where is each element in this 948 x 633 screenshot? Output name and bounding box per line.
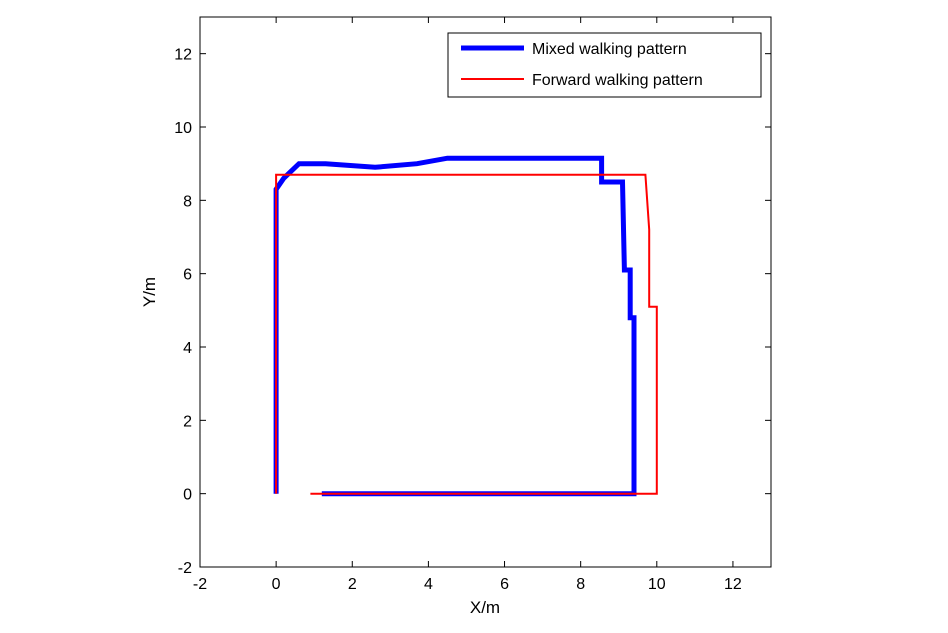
y-axis-label: Y/m	[140, 277, 159, 307]
series-line-mixed	[273, 155, 637, 497]
x-tick-label: 8	[576, 576, 585, 593]
y-tick-label: 2	[183, 413, 192, 430]
y-tick-label: -2	[178, 560, 192, 577]
legend-label-mixed: Mixed walking pattern	[532, 41, 687, 58]
series-line-forward	[275, 173, 658, 495]
legend-label-forward: Forward walking pattern	[532, 72, 703, 89]
x-tick-label: 4	[424, 576, 433, 593]
plot-area	[200, 17, 771, 567]
ticks-layer: -2 0 2 4 6 8 10 12 -2 0 2 4 6 8 10 12	[174, 17, 771, 593]
x-tick-label: 12	[724, 576, 742, 593]
x-tick-label: 0	[272, 576, 281, 593]
y-tick-label: 10	[174, 120, 192, 137]
x-tick-label: 10	[648, 576, 666, 593]
x-tick-label: 2	[348, 576, 357, 593]
y-tick-label: 0	[183, 487, 192, 504]
y-tick-label: 4	[183, 340, 192, 357]
series-layer	[273, 155, 658, 497]
legend: Mixed walking pattern Forward walking pa…	[447, 32, 762, 98]
x-tick-label: -2	[193, 576, 207, 593]
plot-frame	[199, 16, 772, 568]
x-axis-label: X/m	[470, 598, 500, 617]
y-tick-label: 12	[174, 47, 192, 64]
y-tick-label: 8	[183, 193, 192, 210]
y-tick-label: 6	[183, 267, 192, 284]
x-tick-label: 6	[500, 576, 509, 593]
legend-box	[447, 32, 762, 98]
